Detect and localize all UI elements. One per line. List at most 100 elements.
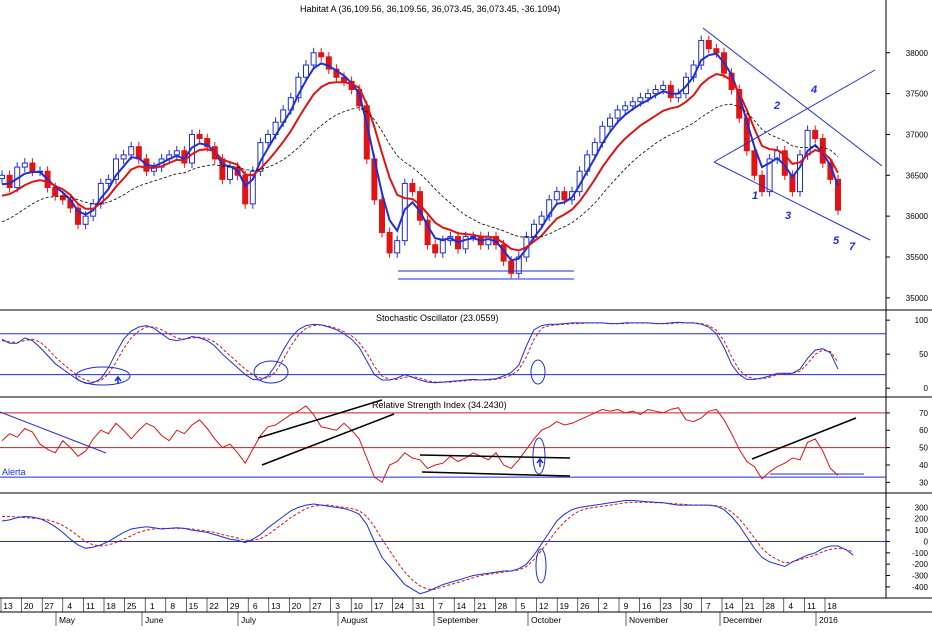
rising-wedge-line [713,69,876,163]
x-day-label: 11 [807,601,816,611]
candle-up [660,84,667,91]
x-day-label: 13 [271,601,281,611]
x-day-label: 26 [580,601,590,611]
x-day-label: 7 [706,601,711,611]
wave-label-4: 4 [810,84,817,96]
price-title: Habitat A (36,109.56, 36,109.56, 36,073.… [300,4,560,14]
x-day-label: 3 [335,601,340,611]
candle-up [439,240,446,254]
momentum-line [1,500,854,595]
candle-down [667,84,674,99]
stoch-circle-july [253,360,289,384]
candle-up [645,93,651,99]
candle-up [462,236,469,250]
x-day-label: 19 [559,601,569,611]
candle-up [637,97,644,103]
alerta-label: Alerta [2,467,26,477]
x-day-label: 17 [374,601,384,611]
x-day-label: 28 [498,601,508,611]
x-month-label: September [437,615,479,625]
x-day-label: 21 [745,601,755,611]
candle-up [120,154,127,160]
price-axis-tick-label: 38000 [906,49,929,58]
momentum-axis-tick-label: 100 [915,526,929,535]
price-panel: 35000 35500 36000 36500 37000 37500 38000 [0,35,929,303]
candle-up [113,158,119,180]
candle-up [265,133,271,144]
candle-down [379,199,385,233]
rsi-axis-tick-label: 50 [919,444,928,453]
x-day-label: 29 [230,601,240,611]
x-day-label: 14 [724,601,734,611]
x-day-label: 13 [3,601,13,611]
candle-down [59,195,66,201]
x-day-label: 21 [477,601,487,611]
price-axis-tick-label: 37500 [906,90,929,99]
candle-up [249,170,256,205]
candle-up [629,101,636,107]
candle-down [561,191,568,201]
moving-average-fast [1,52,839,262]
x-day-label: 30 [683,601,693,611]
x-day-label: 8 [170,601,175,611]
candle-down [386,231,393,254]
panel-frames [0,0,932,613]
x-day-label: 9 [624,601,629,611]
x-day-label: 23 [662,601,672,611]
candle-up [394,240,401,254]
price-axis-tick-label: 37000 [906,130,929,139]
candle-up [652,89,659,95]
rsi-range-lower [421,471,571,477]
wave-label-3: 3 [785,210,791,222]
x-month-label: November [629,615,668,625]
candle-up [766,158,773,193]
x-day-label: 4 [67,601,72,611]
x-day-label: 10 [353,601,363,611]
price-axis-tick-label: 35500 [906,253,929,262]
candle-up [622,105,629,111]
candle-down [751,150,758,176]
momentum-axis-tick-label: 0 [924,537,929,546]
candle-down [242,174,249,205]
momentum-axis-tick-label: -200 [912,560,929,569]
price-axis-tick-label: 35000 [906,294,929,303]
candle-down [204,138,211,148]
momentum-axis-tick-label: 200 [915,515,929,524]
candle-up [538,215,545,225]
rsi-channel-lower [261,413,395,466]
rsi-axis-tick-label: 70 [919,409,928,418]
candle-up [295,76,302,99]
candle-up [553,191,560,201]
x-day-label: 11 [86,601,95,611]
x-month-label: 2016 [819,615,838,625]
candle-up [310,52,317,66]
momentum-axis-tick-label: -100 [912,549,929,558]
candle-down [432,244,439,254]
stoch-circle-may [75,366,131,386]
candle-down [196,133,203,140]
rsi-channel-upper [257,399,383,439]
x-day-label: 22 [209,601,219,611]
candle-down [713,48,720,54]
candle-down [759,174,765,193]
candle-up [0,174,5,180]
x-day-label: 16 [642,601,652,611]
candle-down [705,40,712,50]
x-day-label: 27 [44,601,54,611]
x-day-label: 6 [253,601,258,611]
momentum-axis-tick-label: -300 [912,572,929,581]
candle-up [614,109,621,119]
rsi-rising-line [751,417,857,460]
stoch-axis-tick-label: 0 [924,384,929,393]
candle-up [173,150,180,156]
momentum-panel: -400 -300 -200 -100 0 100 200 300 [0,500,929,595]
candle-down [424,219,431,246]
arrow-up-icon [114,375,122,384]
x-day-label: 31 [415,601,425,611]
wave-label-2: 2 [773,100,780,112]
x-day-label: 20 [292,601,302,611]
arrow-up-icon [536,457,544,467]
